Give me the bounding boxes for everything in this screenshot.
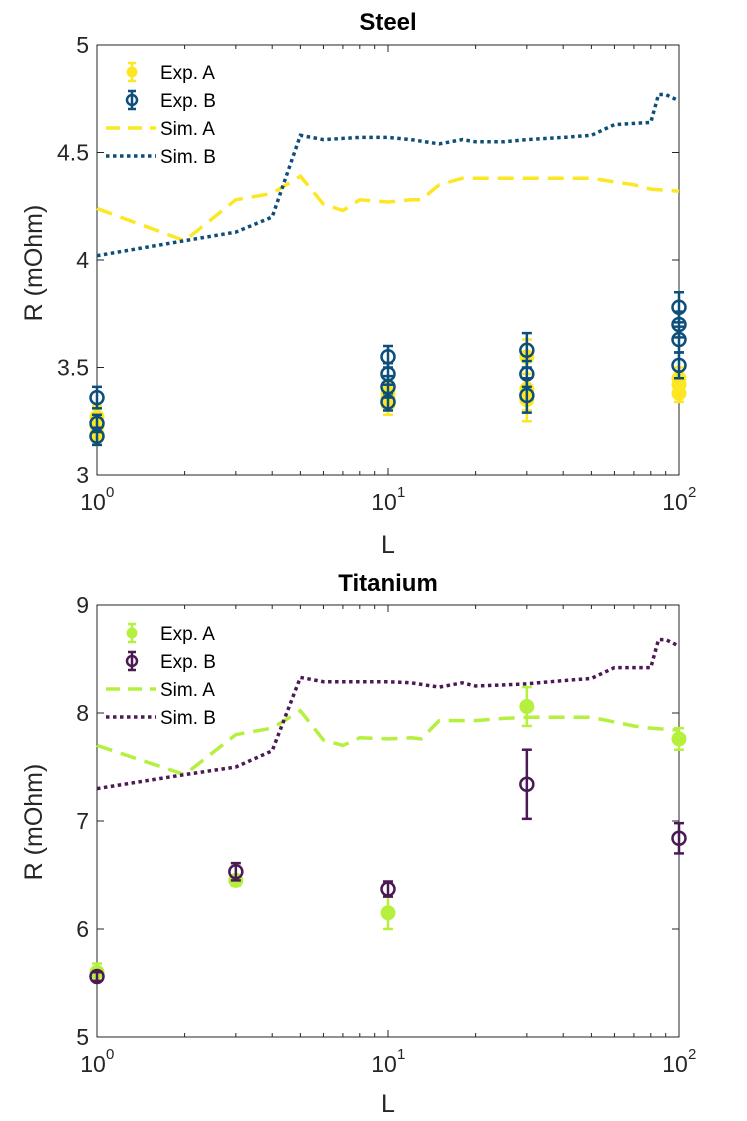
x-tick-label: 10 (371, 1051, 397, 1077)
x-tick-exponent: 1 (397, 1046, 405, 1063)
data-point-exp-b (89, 389, 105, 406)
line-sim-b (96, 92, 680, 258)
line-sim-b (96, 637, 680, 791)
data-point-exp-a (380, 905, 396, 921)
data-point-exp-b (89, 968, 105, 985)
x-tick-exponent: 2 (688, 1046, 696, 1063)
y-tick-label: 7 (76, 808, 89, 834)
data-point-exp-a (519, 699, 535, 715)
steel-title: Steel (359, 9, 416, 36)
y-tick-label: 4 (76, 247, 89, 273)
steel-ylabel: R (mOhm) (20, 205, 48, 322)
legend-marker (125, 93, 139, 107)
y-tick-label: 3.5 (57, 355, 89, 381)
data-point-exp-b (519, 342, 535, 359)
y-tick-label: 5 (76, 1024, 89, 1050)
x-tick-exponent: 0 (106, 484, 114, 501)
y-tick-label: 3 (76, 462, 89, 488)
legend-label: Exp. A (160, 63, 215, 84)
line-sim-a (96, 173, 680, 243)
data-point-exp-b (671, 357, 687, 374)
titanium-ylabel: R (mOhm) (20, 764, 48, 881)
data-point-exp-b (519, 387, 535, 404)
data-point-exp-b (671, 331, 687, 348)
titanium-xlabel: L (381, 1090, 395, 1118)
data-point-exp-b (228, 864, 244, 880)
data-point-exp-b (519, 776, 535, 793)
x-tick-exponent: 2 (688, 484, 696, 501)
legend-label: Exp. B (160, 91, 216, 112)
data-point-exp-b (380, 394, 396, 410)
legend-marker (126, 66, 138, 78)
y-tick-label: 5 (76, 32, 89, 58)
x-tick-label: 10 (80, 489, 106, 515)
x-tick-label: 10 (80, 1051, 106, 1077)
legend-label: Sim. A (160, 119, 215, 140)
y-tick-label: 8 (76, 700, 89, 726)
x-tick-exponent: 0 (106, 1046, 114, 1063)
legend-label: Sim. B (160, 708, 216, 729)
y-tick-label: 4.5 (57, 140, 89, 166)
legend-marker (126, 627, 138, 639)
steel-xlabel: L (381, 531, 395, 559)
y-tick-label: 9 (76, 592, 89, 618)
data-point-exp-b (380, 881, 396, 897)
data-point-exp-b (671, 830, 687, 847)
data-point-exp-b (89, 428, 105, 445)
legend-label: Sim. B (160, 147, 216, 168)
x-tick-exponent: 1 (397, 484, 405, 501)
legend-label: Exp. A (160, 624, 215, 645)
y-tick-label: 6 (76, 916, 89, 942)
steel-panel: Steel L R (mOhm) 10 0 10 1 10 233.544.55Exp. … (20, 9, 696, 559)
titanium-title: Titanium (338, 570, 438, 597)
legend-label: Sim. A (160, 680, 215, 701)
data-point-exp-a (671, 731, 687, 747)
x-tick-label: 10 (662, 489, 688, 515)
legend-marker (125, 654, 139, 668)
legend-label: Exp. B (160, 652, 216, 673)
x-tick-label: 10 (371, 489, 397, 515)
x-tick-label: 10 (662, 1051, 688, 1077)
